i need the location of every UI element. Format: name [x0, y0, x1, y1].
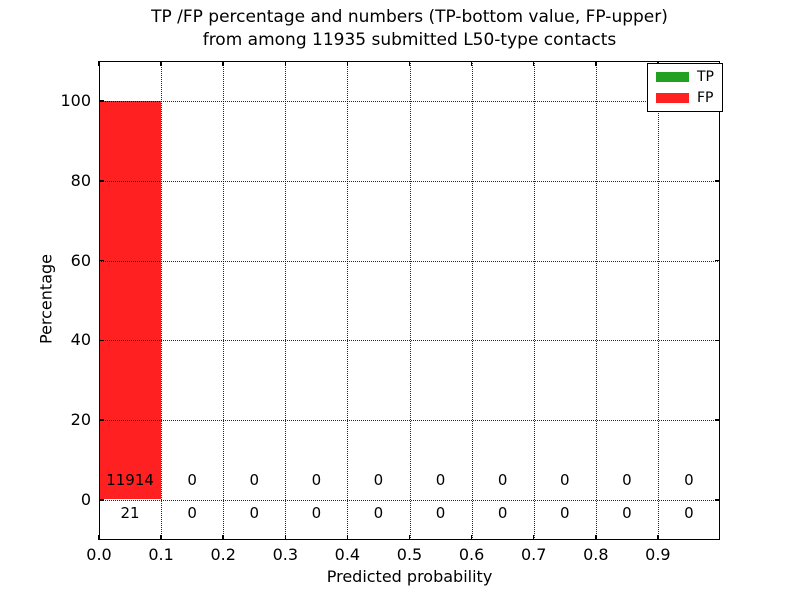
fp-count-label: 0	[559, 470, 570, 489]
fp-count-label: 0	[497, 470, 508, 489]
tp-count-label: 0	[311, 504, 322, 523]
y-tick	[99, 499, 104, 501]
y-gridline	[99, 420, 720, 422]
x-tick	[284, 535, 287, 540]
tp-count-label: 21	[120, 504, 140, 523]
chart-title-line2: from among 11935 submitted L50-type cont…	[202, 30, 617, 50]
x-tick	[98, 535, 100, 540]
fp-count-label: 0	[311, 470, 322, 489]
y-tick	[99, 179, 104, 182]
x-axis-label: Predicted probability	[326, 567, 493, 586]
fp-count-label: 0	[187, 470, 197, 489]
y-tick	[715, 259, 720, 262]
tp-count-label: 0	[684, 504, 694, 523]
x-tick	[470, 61, 473, 66]
fp-bar	[99, 100, 162, 500]
x-tick	[657, 535, 659, 540]
x-tick-label: 0.0	[86, 545, 112, 564]
y-tick-label: 100	[60, 90, 91, 110]
x-tick	[470, 535, 473, 540]
fp-count-label: 0	[249, 470, 259, 489]
x-tick	[408, 61, 411, 66]
y-tick-label: 60	[70, 250, 91, 270]
fp-count-label: 11914	[106, 470, 154, 489]
x-tick	[284, 61, 287, 66]
plot-area: 11914 0 0 0 0 0 0 0 0 0 21 0 0 0 0 0 0 0 0 0	[98, 61, 720, 540]
fp-count-label: 0	[435, 470, 446, 489]
fp-legend-swatch	[656, 93, 689, 103]
fp-count-label: 0	[684, 470, 694, 489]
x-tick	[346, 535, 349, 540]
fp-count-label: 0	[373, 470, 384, 489]
tp-count-label: 0	[187, 504, 197, 523]
fp-legend-label: FP	[697, 90, 714, 106]
x-gridline	[533, 61, 535, 540]
x-tick-label: 0.3	[272, 545, 299, 564]
x-gridline	[223, 61, 225, 540]
legend: TP FP	[647, 63, 723, 112]
x-tick	[98, 61, 100, 66]
x-tick-label: 0.9	[645, 545, 671, 564]
tp-legend-swatch	[656, 72, 689, 82]
y-tick	[715, 419, 720, 422]
y-tick	[715, 179, 720, 182]
y-gridline	[99, 340, 720, 342]
tp-count-label: 0	[373, 504, 384, 523]
tp-legend-label: TP	[697, 69, 714, 85]
x-gridline	[347, 61, 349, 540]
y-tick-label: 80	[70, 170, 91, 190]
y-tick	[99, 419, 104, 422]
tp-count-label: 0	[249, 504, 259, 523]
x-gridline	[285, 61, 287, 540]
legend-row-fp: FP	[656, 91, 714, 105]
x-tick	[222, 61, 224, 66]
x-gridline	[657, 61, 659, 540]
x-tick-label: 0.2	[210, 545, 236, 564]
x-tick	[408, 535, 411, 540]
y-tick	[99, 339, 104, 342]
fp-count-label: 0	[622, 470, 632, 489]
y-gridline	[99, 180, 720, 182]
x-tick	[595, 61, 597, 66]
tp-count-label: 0	[559, 504, 570, 523]
x-tick	[595, 535, 597, 540]
y-gridline	[99, 100, 720, 102]
tp-count-label: 0	[497, 504, 508, 523]
y-tick	[715, 499, 720, 501]
y-tick	[99, 259, 104, 262]
y-tick-label: 40	[70, 330, 91, 350]
x-tick	[160, 535, 162, 540]
x-tick-label: 0.4	[334, 545, 361, 564]
y-tick	[715, 339, 720, 342]
y-tick	[99, 100, 104, 102]
x-tick	[160, 61, 162, 66]
legend-row-tp: TP	[656, 70, 714, 84]
x-tick-label: 0.7	[520, 545, 547, 564]
x-gridline	[409, 61, 411, 540]
x-tick	[346, 61, 349, 66]
y-tick-label: 0	[80, 490, 91, 510]
tp-count-label: 0	[435, 504, 446, 523]
x-tick	[222, 535, 224, 540]
tp-count-label: 0	[622, 504, 632, 523]
x-gridline	[161, 61, 163, 540]
y-gridline	[99, 260, 720, 262]
chart-title: TP /FP percentage and numbers (TP-bottom…	[99, 6, 720, 52]
y-gridline	[99, 500, 720, 502]
x-tick-label: 0.8	[583, 545, 609, 564]
x-tick	[532, 61, 535, 66]
x-tick	[532, 535, 535, 540]
y-tick-label: 20	[70, 410, 91, 430]
chart-title-line1: TP /FP percentage and numbers (TP-bottom…	[151, 7, 668, 27]
x-tick-label: 0.5	[396, 545, 423, 564]
x-tick-label: 0.6	[458, 545, 485, 564]
x-tick-label: 0.1	[148, 545, 174, 564]
x-gridline	[471, 61, 473, 540]
x-gridline	[595, 61, 597, 540]
